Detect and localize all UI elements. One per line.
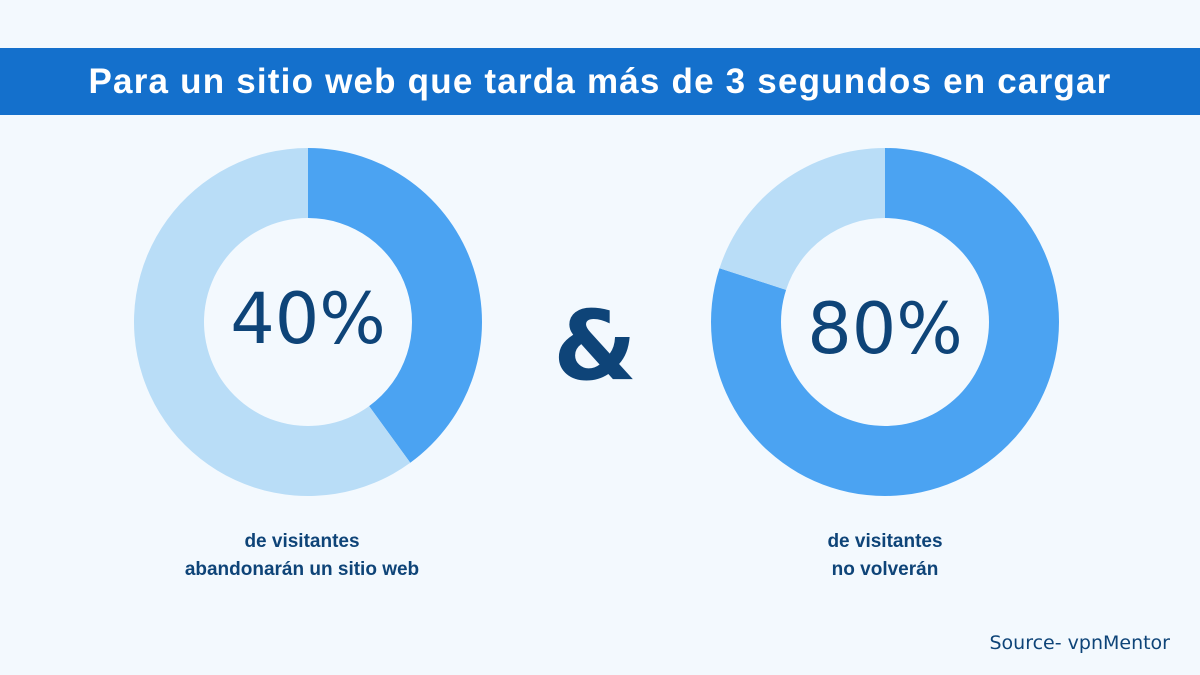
donut-chart-abandon bbox=[134, 148, 482, 496]
title-banner: Para un sitio web que tarda más de 3 seg… bbox=[0, 48, 1200, 115]
caption-line-1: de visitantes bbox=[827, 531, 943, 552]
caption-line-2: no volverán bbox=[831, 559, 939, 580]
donut-slice-remainder bbox=[719, 148, 885, 290]
donut-slice-filled bbox=[308, 148, 482, 463]
caption-line-2: abandonarán un sitio web bbox=[184, 559, 420, 580]
caption-abandon: de visitantes abandonarán un sitio web bbox=[102, 528, 502, 584]
donut-slice-remainder bbox=[134, 148, 411, 496]
ampersand: & bbox=[553, 290, 637, 402]
caption-not-return: de visitantes no volverán bbox=[685, 528, 1085, 584]
donut-slice-filled bbox=[711, 148, 1059, 496]
page-title: Para un sitio web que tarda más de 3 seg… bbox=[88, 61, 1112, 101]
center-label-not-return: 80% bbox=[807, 288, 963, 370]
center-label-abandon: 40% bbox=[230, 278, 386, 360]
source-credit: Source- vpnMentor bbox=[989, 632, 1170, 654]
donut-chart-not-return bbox=[711, 148, 1059, 496]
caption-line-1: de visitantes bbox=[244, 531, 360, 552]
